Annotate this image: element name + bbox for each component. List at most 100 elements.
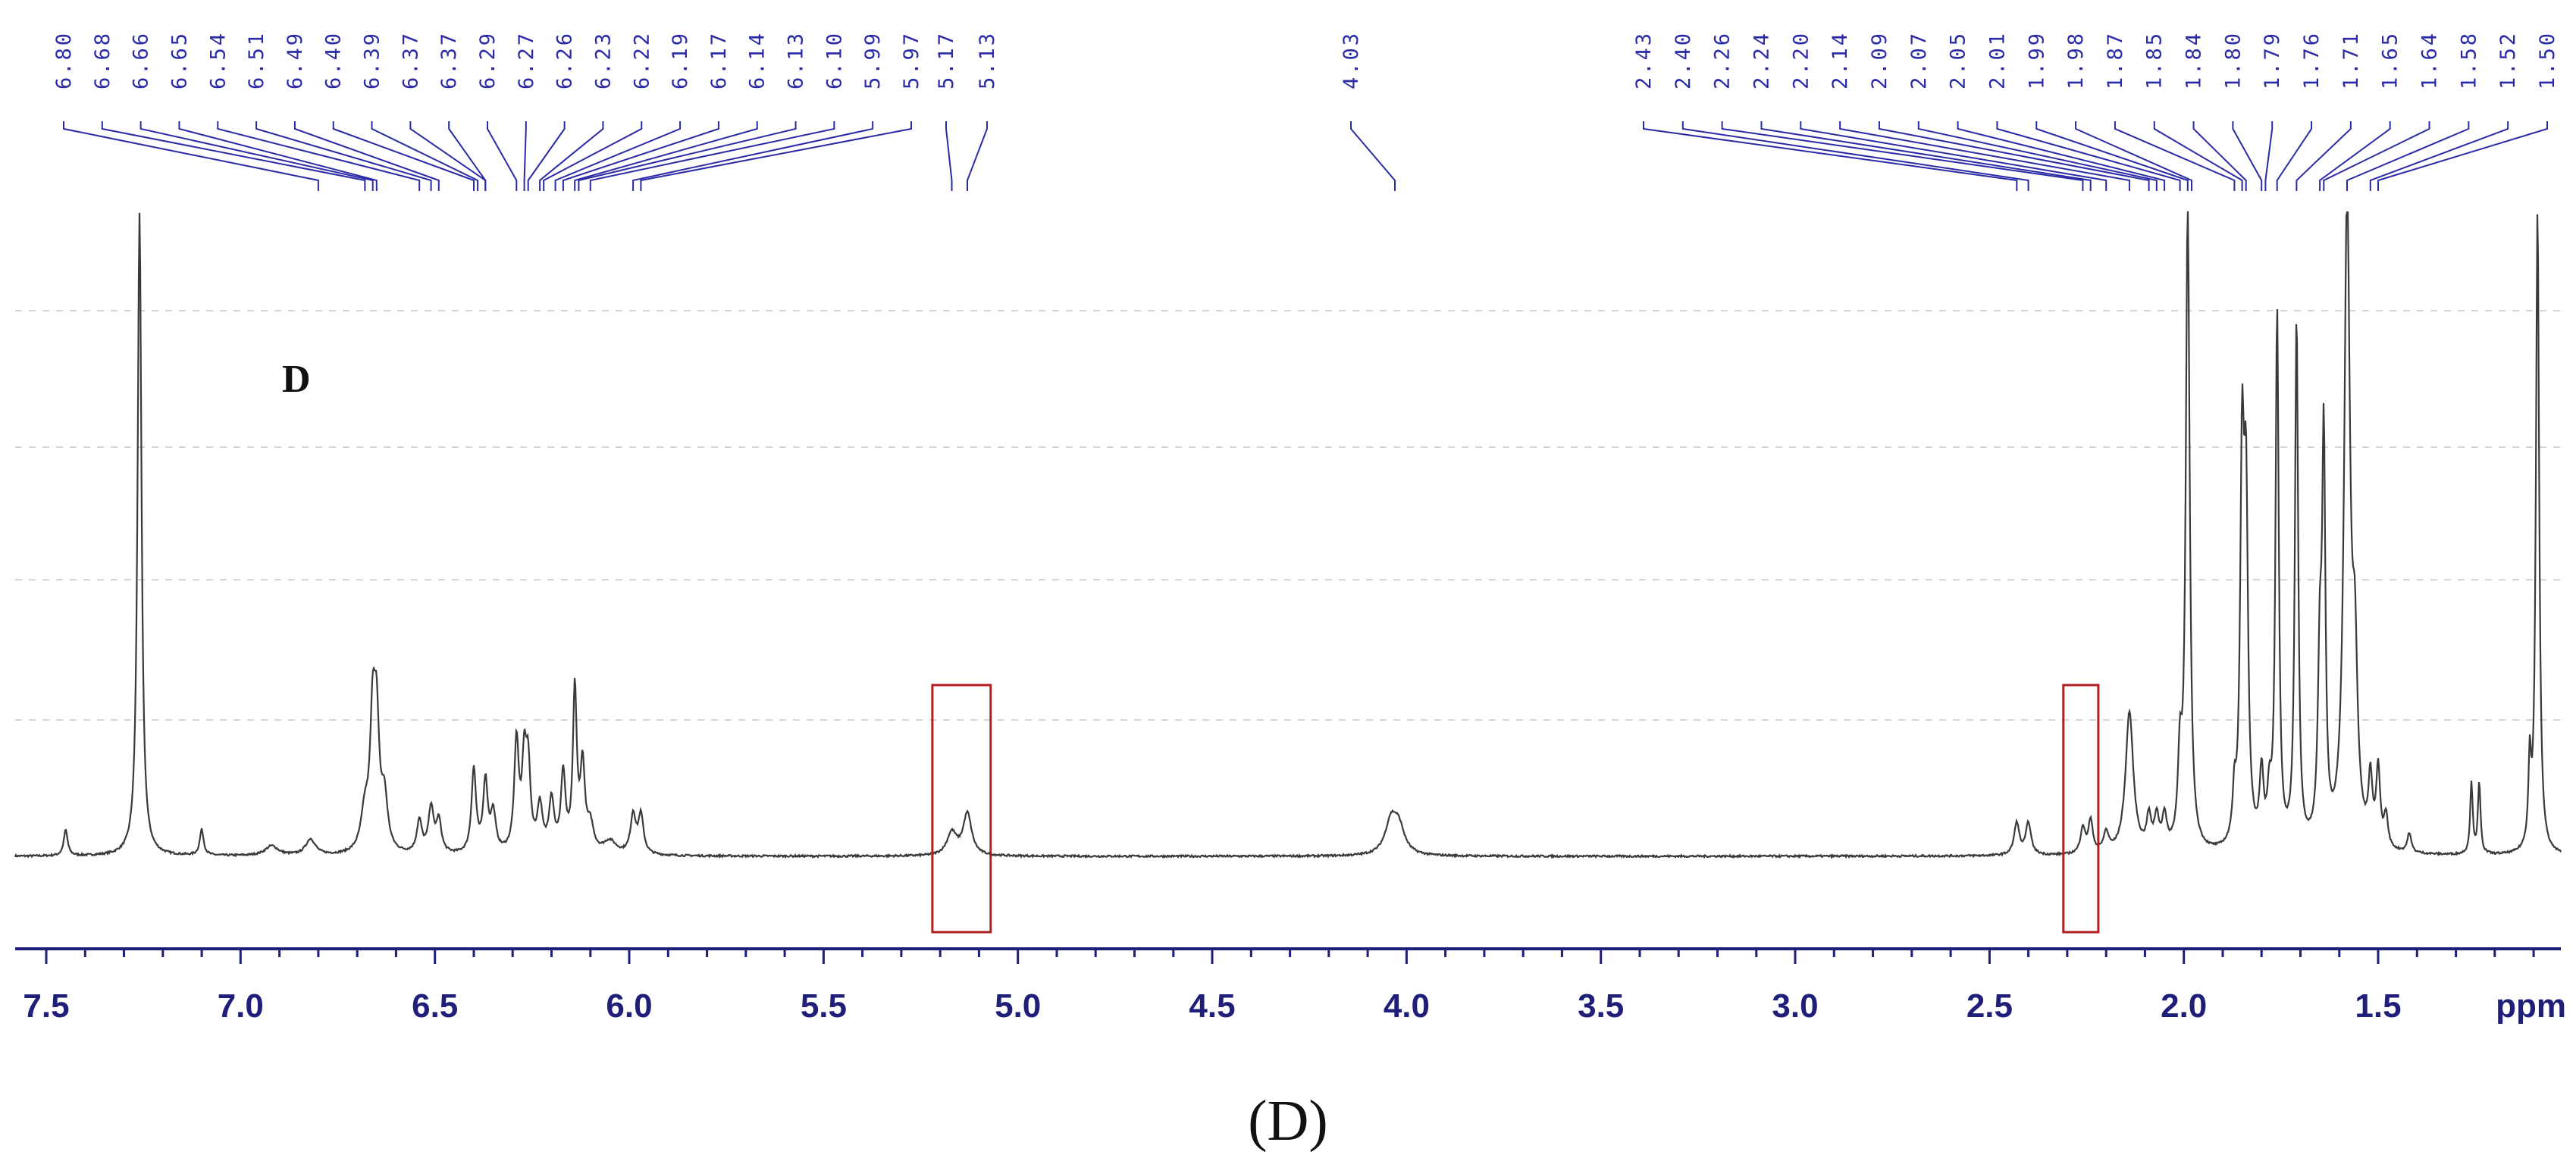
leader-line: [640, 121, 912, 191]
leader-line: [255, 121, 432, 191]
peak-label: 6.37: [437, 31, 461, 89]
peak-label: 6.26: [553, 31, 577, 89]
peak-label: 1.79: [2261, 31, 2284, 89]
leader-line: [578, 121, 797, 191]
leader-line: [1996, 121, 2181, 191]
leader-line: [2369, 121, 2509, 191]
tick-label: 7.5: [23, 987, 69, 1025]
peak-label: 1.64: [2418, 31, 2442, 89]
tick-label: 5.0: [995, 987, 1041, 1025]
leader-line: [371, 121, 479, 191]
peak-label: 1.84: [2183, 31, 2206, 89]
leader-line: [527, 121, 566, 191]
peak-label: 6.37: [399, 31, 422, 89]
panel-label: D: [282, 358, 311, 401]
leader-line: [1917, 121, 2158, 191]
leader-line: [178, 121, 378, 191]
peak-label: 1.65: [2379, 31, 2402, 89]
leader-line: [332, 121, 475, 191]
spectrum-trace: [14, 211, 2562, 859]
leader-line: [2035, 121, 2189, 191]
peak-label: 6.29: [476, 31, 500, 89]
peak-label: 6.23: [591, 31, 615, 89]
leader-line: [523, 121, 527, 191]
peak-label: 6.22: [630, 31, 653, 89]
peak-label: 1.50: [2536, 31, 2559, 89]
tick-label: 6.0: [606, 987, 652, 1025]
leader-line: [2075, 121, 2192, 191]
leader-line: [543, 121, 643, 191]
peak-label: 1.80: [2221, 31, 2245, 89]
peak-label: 2.40: [1672, 31, 1695, 89]
spectrum-trace-layer: [14, 211, 2562, 859]
leader-line: [2264, 121, 2274, 191]
peak-label: 6.27: [515, 31, 538, 89]
leader-line: [2153, 121, 2243, 191]
peak-label: 2.14: [1829, 31, 1852, 89]
peak-label: 5.99: [861, 31, 885, 89]
tick-label: 5.5: [801, 987, 847, 1025]
peak-label: 6.40: [322, 31, 346, 89]
leader-line: [1878, 121, 2150, 191]
leader-line: [1839, 121, 2130, 191]
leader-line: [2296, 121, 2352, 191]
peak-label: 1.85: [2143, 31, 2167, 89]
leader-line: [562, 121, 719, 191]
tick-label: 3.0: [1772, 987, 1818, 1025]
leader-line: [574, 121, 758, 191]
peak-label: 6.51: [245, 31, 268, 89]
peak-label: 6.66: [130, 31, 153, 89]
highlight-boxes: [931, 684, 2100, 934]
peak-label: 2.05: [1947, 31, 1970, 89]
highlight-box: [2062, 684, 2100, 934]
leader-line: [2323, 121, 2430, 191]
x-axis: 7.5 7.0 6.5 6.0 5.5 5.0 4.5 4.0 3.5 3.0 2.5 2.0 1.5 p…: [15, 947, 2566, 1025]
leader-line: [101, 121, 366, 191]
peak-label: 1.99: [2025, 31, 2048, 89]
leader-line: [2377, 121, 2548, 191]
leader-line: [632, 121, 874, 191]
leader-line: [1721, 121, 2084, 191]
leader-line: [2232, 121, 2263, 191]
leader-line: [139, 121, 374, 191]
peak-label: 1.71: [2339, 31, 2363, 89]
leader-line: [1760, 121, 2092, 191]
leader-line: [1957, 121, 2166, 191]
tick-label: 2.5: [1966, 987, 2013, 1025]
peak-label: 6.13: [785, 31, 808, 89]
tick-label: 7.0: [218, 987, 264, 1025]
peak-label: 2.43: [1632, 31, 1656, 89]
peak-label: 2.24: [1750, 31, 1773, 89]
leader-line: [2114, 121, 2236, 191]
leader-line: [2192, 121, 2247, 191]
tick-label: 3.5: [1578, 987, 1624, 1025]
peak-label: 1.52: [2496, 31, 2520, 89]
leader-line: [217, 121, 421, 191]
figure-caption: (D): [1248, 1089, 1328, 1153]
peak-label: 6.54: [206, 31, 230, 89]
peak-label: 5.97: [900, 31, 923, 89]
leader-line: [2276, 121, 2313, 191]
peak-label: 5.17: [935, 31, 958, 89]
tick-label: 6.5: [412, 987, 458, 1025]
leader-line: [2319, 121, 2391, 191]
peak-label: 6.39: [361, 31, 384, 89]
peak-label: 6.19: [669, 31, 692, 89]
peak-label: 2.26: [1711, 31, 1735, 89]
leader-line: [1350, 121, 1396, 191]
leader-line: [63, 121, 319, 191]
peak-label: 6.17: [707, 31, 731, 89]
peak-label: 6.14: [746, 31, 769, 89]
leader-line: [1643, 121, 2018, 191]
peak-label: 2.20: [1789, 31, 1813, 89]
peak-label: 5.13: [976, 31, 999, 89]
tick-label: 4.5: [1189, 987, 1235, 1025]
leader-line: [293, 121, 440, 191]
peak-label: 6.49: [284, 31, 307, 89]
tick-label: 2.0: [2161, 987, 2207, 1025]
peak-label: 6.80: [52, 31, 76, 89]
tick-label: 4.0: [1384, 987, 1430, 1025]
leader-line: [945, 121, 953, 191]
leader-line: [1800, 121, 2107, 191]
